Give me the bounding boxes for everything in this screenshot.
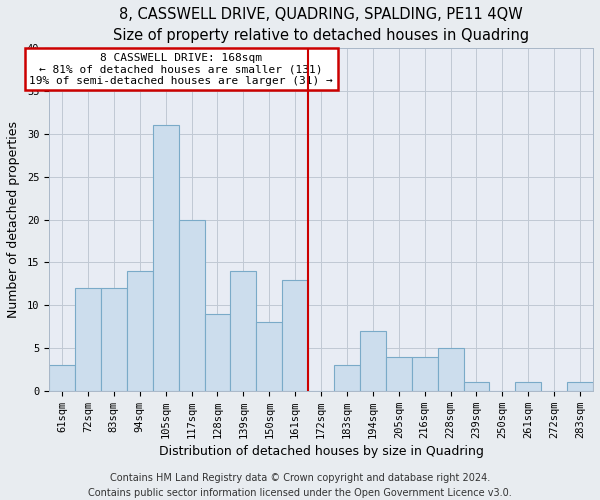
X-axis label: Distribution of detached houses by size in Quadring: Distribution of detached houses by size … [158, 445, 484, 458]
Bar [515, 382, 541, 391]
Bar [230, 271, 256, 391]
Bar [412, 356, 437, 391]
Bar [334, 365, 360, 391]
Bar [386, 356, 412, 391]
Bar [256, 322, 282, 391]
Bar [567, 382, 593, 391]
Bar [437, 348, 464, 391]
Text: 8 CASSWELL DRIVE: 168sqm
← 81% of detached houses are smaller (131)
19% of semi-: 8 CASSWELL DRIVE: 168sqm ← 81% of detach… [29, 52, 333, 86]
Bar [75, 288, 101, 391]
Bar [179, 220, 205, 391]
Bar [282, 280, 308, 391]
Text: Contains HM Land Registry data © Crown copyright and database right 2024.
Contai: Contains HM Land Registry data © Crown c… [88, 472, 512, 498]
Bar [205, 314, 230, 391]
Bar [360, 331, 386, 391]
Bar [464, 382, 490, 391]
Title: 8, CASSWELL DRIVE, QUADRING, SPALDING, PE11 4QW
Size of property relative to det: 8, CASSWELL DRIVE, QUADRING, SPALDING, P… [113, 7, 529, 43]
Y-axis label: Number of detached properties: Number of detached properties [7, 121, 20, 318]
Bar [127, 271, 153, 391]
Bar [49, 365, 75, 391]
Bar [101, 288, 127, 391]
Bar [153, 126, 179, 391]
